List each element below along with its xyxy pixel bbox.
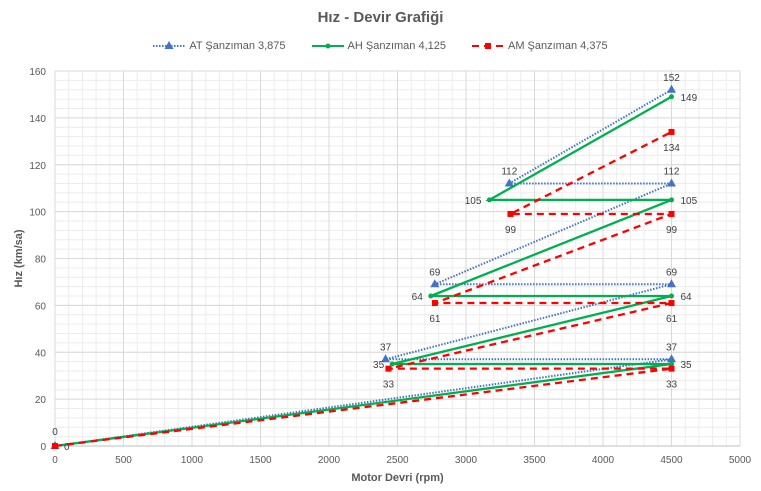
legend-item: AT Şanzıman 3,875 [153,40,286,52]
triangle-marker [667,279,676,288]
triangle-marker [667,84,676,93]
square-marker [668,128,675,135]
circle-marker [428,293,434,299]
circle-marker [669,293,674,299]
series-2: 33 33 61 61 99 99 134 [52,128,680,449]
data-label: 0 [52,427,58,438]
circle-marker [325,43,331,49]
triangle-marker [430,279,440,288]
y-tick-label: 40 [35,348,47,359]
triangle-marker [667,178,676,187]
data-label: 69 [666,267,678,278]
square-marker [385,365,392,372]
y-tick-label: 60 [35,301,47,312]
square-marker [668,300,675,307]
triangle-marker [164,41,174,49]
legend-label: AM Şanzıman 4,375 [508,40,608,52]
data-label: 105 [681,196,698,207]
data-label: 35 [373,360,385,371]
y-tick-label: 20 [35,395,47,406]
x-tick-label: 4500 [660,455,683,466]
data-label: 99 [666,225,678,236]
legend-label: AH Şanzıman 4,125 [347,40,446,52]
series-line [54,88,673,447]
legend-swatch [472,43,504,49]
x-tick-label: 2500 [386,455,409,466]
circle-marker [669,197,674,203]
y-tick-label: 80 [35,255,47,266]
square-marker [507,210,514,217]
series-1: 0 35 35 64 64 105 105 149 [52,93,698,453]
data-label: 37 [666,342,678,353]
x-tick-label: 4000 [592,455,615,466]
data-label: 112 [501,167,517,178]
x-tick-label: 1500 [249,455,272,466]
x-tick-label: 0 [52,455,58,466]
square-marker [668,210,675,217]
data-label: 149 [681,93,698,104]
y-tick-label: 140 [29,114,46,125]
circle-marker [486,197,492,203]
square-marker [485,43,491,49]
series-line [54,130,673,448]
legend-item: AH Şanzıman 4,125 [311,40,446,52]
series-line [54,95,673,448]
x-tick-label: 1000 [181,455,204,466]
chart-title: Hız - Devir Grafiği [317,9,444,26]
data-label: 33 [383,380,395,391]
data-label: 61 [429,314,441,325]
circle-marker [669,94,674,100]
x-tick-label: 2000 [318,455,341,466]
data-label: 134 [663,143,680,154]
data-label: 64 [412,292,424,303]
data-label: 0 [64,442,70,453]
x-tick-label: 5000 [729,455,752,466]
x-tick-label: 500 [115,455,132,466]
data-label: 152 [663,73,680,84]
triangle-marker [667,354,676,363]
data-label: 99 [505,225,517,236]
data-label: 61 [666,314,678,325]
square-marker [668,365,675,372]
data-label: 33 [666,380,678,391]
y-tick-label: 100 [29,208,46,219]
data-label: 35 [681,360,693,371]
data-label: 64 [681,292,693,303]
circle-marker [389,361,395,367]
data-label: 112 [664,167,680,178]
y-tick-label: 120 [29,161,46,172]
data-label: 37 [380,342,392,353]
circle-marker [669,361,674,367]
legend-label: AT Şanzıman 3,875 [189,40,286,52]
y-tick-label: 0 [40,442,46,453]
y-axis-title: Hız (km/sa) [13,229,25,287]
x-tick-label: 3500 [523,455,546,466]
series-0: 0 37 37 69 69 112 112 152 [50,73,680,449]
legend-swatch [153,41,186,49]
data-label: 105 [465,196,482,207]
legend: AT Şanzıman 3,875 AH Şanzıman 4,125 AM Şan… [0,40,761,52]
data-label: 69 [429,267,441,278]
legend-swatch [311,43,344,49]
legend-item: AM Şanzıman 4,375 [472,40,608,52]
x-tick-label: 3000 [455,455,478,466]
y-tick-label: 160 [29,67,46,78]
square-marker [431,300,438,307]
triangle-marker [504,178,514,187]
x-axis-title: Motor Devri (rpm) [351,472,444,484]
triangle-marker [381,354,391,363]
square-marker [52,443,58,449]
